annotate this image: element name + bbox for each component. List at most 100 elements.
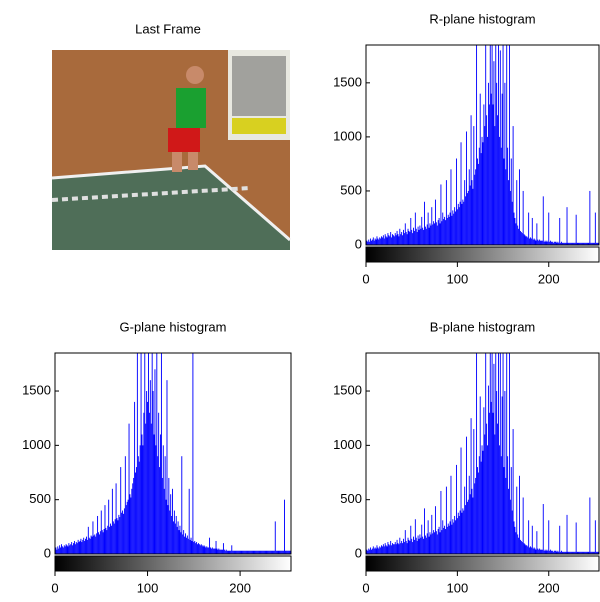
- histogram-bar: [95, 536, 97, 554]
- histogram-bar: [494, 126, 496, 245]
- intensity-bar: [54, 555, 292, 572]
- histogram-bar: [113, 523, 115, 554]
- histogram-bar: [401, 540, 403, 554]
- histogram-bar: [527, 546, 529, 554]
- y-tick-label: 0: [44, 545, 51, 560]
- histogram-bar: [502, 45, 504, 245]
- histogram-bar: [546, 549, 548, 554]
- histogram-bar: [530, 547, 532, 554]
- histogram-bar: [168, 477, 170, 554]
- histogram-bar: [451, 524, 453, 554]
- histogram-bar: [478, 147, 480, 245]
- histogram-bar: [72, 545, 74, 554]
- histogram-bar: [430, 534, 432, 554]
- histogram-bar: [271, 550, 273, 554]
- y-tick-label: 500: [340, 491, 362, 506]
- histogram-bar: [549, 550, 551, 554]
- histogram-bar: [475, 477, 477, 554]
- histogram-bar: [368, 548, 370, 554]
- histogram-bar: [371, 239, 373, 245]
- histogram-bar: [82, 539, 84, 554]
- histogram-bar: [457, 203, 459, 245]
- histogram-bar: [473, 126, 475, 245]
- histogram-bar: [500, 456, 502, 554]
- histogram-bar: [465, 505, 467, 554]
- histogram-bar: [256, 550, 258, 554]
- histogram-bar: [564, 551, 566, 554]
- histogram-bar: [534, 239, 536, 245]
- histogram-bar: [523, 543, 525, 554]
- histogram-bar: [223, 549, 225, 554]
- histogram-bar: [429, 223, 431, 245]
- histogram-bar: [374, 547, 376, 554]
- histogram-bar: [435, 222, 437, 245]
- histogram-bar: [569, 551, 571, 554]
- histogram-bar: [587, 551, 589, 554]
- histogram-bar: [456, 209, 458, 245]
- histogram-bar: [383, 238, 385, 245]
- histogram-bar: [399, 228, 401, 245]
- histogram-bar: [504, 82, 506, 245]
- histogram-bar: [572, 551, 574, 554]
- histogram-bar: [460, 447, 462, 554]
- histogram-bar: [477, 163, 479, 245]
- histogram-bar: [575, 214, 577, 245]
- histogram-bar: [486, 115, 488, 245]
- histogram-bar: [489, 353, 491, 554]
- histogram-bar: [472, 497, 474, 554]
- histogram-bar: [445, 220, 446, 245]
- histogram-bar: [267, 550, 269, 554]
- histogram-bar: [229, 550, 231, 554]
- histogram-bar: [468, 475, 470, 554]
- histogram-bar: [388, 235, 390, 245]
- histogram-bar: [279, 550, 281, 554]
- histogram-bar: [431, 514, 433, 554]
- histogram-bar: [169, 510, 171, 554]
- histogram-bar: [245, 550, 247, 554]
- histogram-bar: [547, 550, 549, 554]
- histogram-bar: [409, 232, 411, 245]
- histogram-bar: [483, 407, 485, 554]
- histogram-bar: [561, 241, 562, 245]
- histogram-bar: [188, 488, 190, 554]
- histogram-bar: [68, 543, 70, 554]
- histogram-bar: [407, 537, 409, 554]
- histogram-bar: [368, 239, 370, 245]
- histogram-bar: [571, 242, 573, 245]
- histogram-bar: [215, 540, 217, 554]
- histogram-bar: [531, 525, 533, 554]
- histogram-bar: [565, 242, 567, 245]
- histogram-bar: [492, 412, 494, 554]
- histogram-bar: [445, 180, 447, 245]
- histogram-bar: [525, 545, 527, 554]
- histogram-bar: [124, 456, 126, 554]
- histogram-bar: [583, 551, 585, 554]
- histogram-bar: [484, 434, 486, 554]
- histogram-bar: [61, 546, 63, 554]
- histogram-bar: [502, 353, 504, 554]
- histogram-bar: [192, 353, 194, 554]
- histogram-bar: [455, 211, 457, 245]
- histogram-bar: [463, 201, 465, 245]
- histogram-bar: [589, 497, 591, 554]
- histogram-bar: [108, 499, 110, 554]
- histogram-bar: [393, 236, 395, 245]
- histogram-bar: [536, 223, 538, 245]
- histogram-bar: [380, 547, 382, 554]
- histogram-bar: [420, 228, 422, 245]
- histogram-bar: [187, 538, 189, 554]
- histogram-bar: [470, 418, 472, 554]
- histogram-bar: [403, 538, 404, 554]
- histogram-bar: [554, 241, 556, 245]
- histogram-bar: [367, 241, 369, 245]
- histogram-bar: [498, 45, 499, 245]
- histogram-bar: [441, 221, 443, 245]
- histogram-bar: [506, 353, 508, 554]
- histogram-bar: [160, 434, 161, 554]
- histogram-bar: [189, 539, 191, 554]
- histogram-bar: [413, 230, 415, 245]
- histogram-bar: [179, 525, 181, 554]
- histogram-bar: [413, 227, 414, 245]
- histogram-bar: [74, 544, 76, 554]
- histogram-bar: [115, 483, 117, 554]
